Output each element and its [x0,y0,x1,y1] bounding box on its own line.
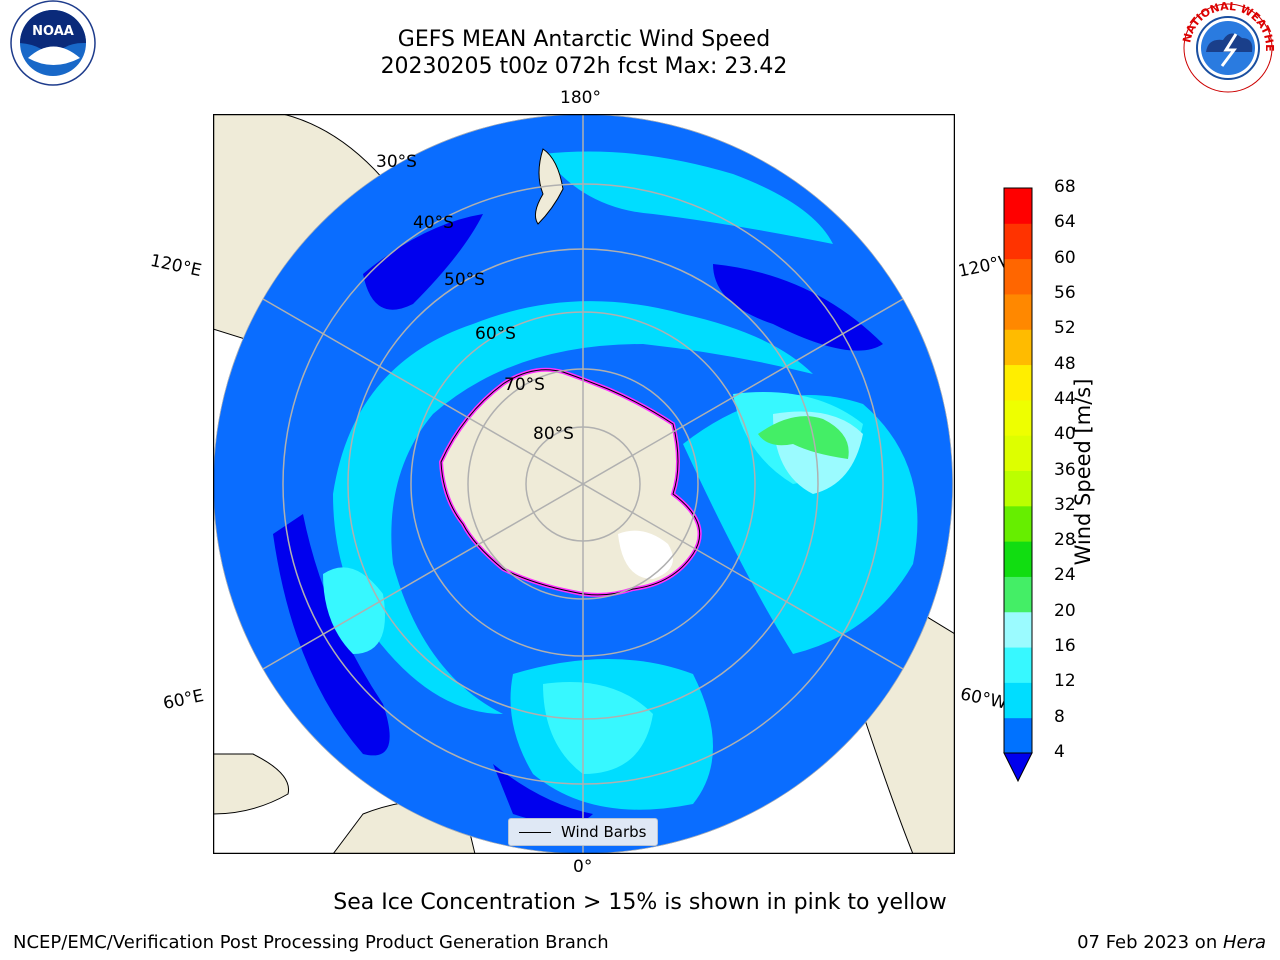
colorbar-tick-label: 4 [1054,742,1065,762]
colorbar-tick-label: 60 [1054,247,1076,268]
colorbar-band [1004,364,1032,401]
colorbar-band [1004,399,1032,436]
colorbar-tick-label: 40 [1054,424,1076,445]
colorbar-tick-label: 56 [1054,282,1076,303]
colorbar-band [1004,329,1032,366]
colorbar-tick-label: 64 [1054,212,1076,233]
legend-line-icon [519,832,551,833]
lon-label-120e: 120°E [148,250,204,282]
map-title: GEFS MEAN Antarctic Wind Speed [397,27,771,52]
lon-label-60e: 60°E [161,685,206,715]
map-subtitle: 20230205 t00z 072h fcst Max: 23.42 [380,54,788,79]
sea-ice-caption: Sea Ice Concentration > 15% is shown in … [333,890,947,915]
lat-label-60s: 60°S [475,324,516,344]
colorbar-band [1004,435,1032,471]
colorbar-tick-label: 24 [1054,565,1076,586]
colorbar-band [1004,647,1032,683]
colorbar-tick-label: 20 [1054,600,1076,621]
colorbar-band [1004,576,1032,613]
lat-label-70s: 70°S [504,375,545,395]
lat-label-40s: 40°S [413,213,454,233]
colorbar-tick-label: 16 [1054,636,1076,657]
legend-label: Wind Barbs [561,823,647,841]
colorbar-band [1004,258,1032,295]
colorbar-band [1004,470,1032,507]
colorbar-tick-label: 68 [1054,177,1076,197]
lat-label-80s: 80°S [533,424,574,444]
colorbar-band [1004,293,1032,330]
colorbar-band [1004,188,1032,224]
colorbar-tick-label: 36 [1054,459,1076,480]
colorbar-tick-label: 52 [1054,318,1076,339]
noaa-logo-text: NOAA [32,24,74,39]
lat-label-50s: 50°S [444,270,485,290]
colorbar-tick-label: 12 [1054,671,1076,692]
run-date: 07 Feb 2023 on [1077,932,1223,953]
lon-label-180: 180° [560,88,601,108]
colorbar-band [1004,682,1032,719]
colorbar-tick-label: 28 [1054,530,1076,551]
colorbar-label: Wind Speed [m/s] [1071,378,1095,566]
wind-barbs-legend: Wind Barbs [508,818,658,846]
colorbar-band [1004,611,1032,648]
colorbar-tick-label: 8 [1054,706,1065,727]
colorbar-tick-label: 48 [1054,353,1076,374]
colorbar-tick-label: 44 [1054,388,1076,409]
colorbar-band [1004,505,1032,542]
colorbar-band [1004,223,1032,260]
run-machine: Hera [1222,932,1266,953]
lat-label-30s: 30°S [376,152,417,172]
run-info: 07 Feb 2023 on Hera [1077,932,1266,953]
colorbar-band [1004,541,1032,577]
producer-credit: NCEP/EMC/Verification Post Processing Pr… [13,932,609,953]
colorbar-tick-label: 32 [1054,494,1076,515]
colorbar-band [1004,717,1032,754]
lon-label-0: 0° [573,857,593,877]
colorbar [1003,187,1033,783]
nws-logo: NATIONAL WEATHER SERVICE [1178,0,1276,93]
antarctic-map [213,114,955,854]
noaa-logo: NOAA [10,0,96,86]
